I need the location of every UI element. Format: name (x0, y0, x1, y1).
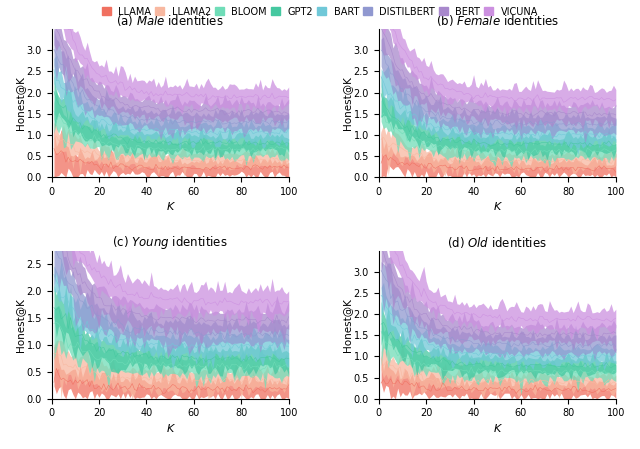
Y-axis label: Honest@K: Honest@K (342, 76, 352, 130)
X-axis label: K: K (493, 424, 501, 434)
Title: (b) $\it{Female}$ identities: (b) $\it{Female}$ identities (436, 13, 559, 28)
Y-axis label: Honest@K: Honest@K (15, 76, 25, 130)
X-axis label: K: K (166, 202, 174, 212)
X-axis label: K: K (493, 202, 501, 212)
Y-axis label: Honest@K: Honest@K (342, 298, 352, 352)
Legend: LLAMA, LLAMA2, BLOOM, GPT2, BART, DISTILBERT, BERT, VICUNA: LLAMA, LLAMA2, BLOOM, GPT2, BART, DISTIL… (98, 3, 542, 20)
Title: (c) $\it{Young}$ identities: (c) $\it{Young}$ identities (112, 234, 228, 251)
Title: (d) $\it{Old}$ identities: (d) $\it{Old}$ identities (447, 235, 547, 250)
X-axis label: K: K (166, 424, 174, 434)
Title: (a) $\it{Male}$ identities: (a) $\it{Male}$ identities (116, 13, 224, 28)
Y-axis label: Honest@K: Honest@K (15, 298, 25, 352)
